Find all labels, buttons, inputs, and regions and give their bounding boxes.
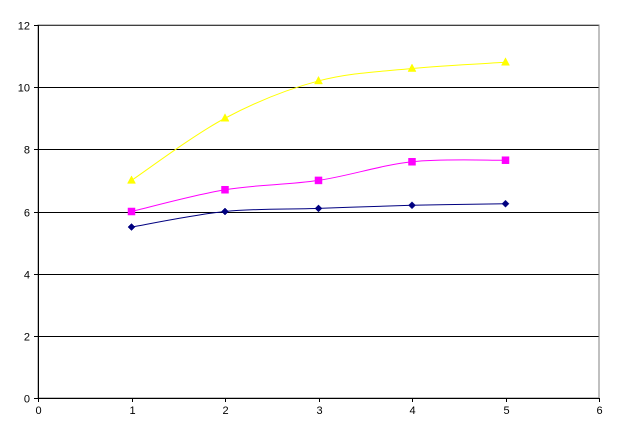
series-0-point-0 xyxy=(127,175,136,184)
axes xyxy=(34,24,600,402)
series-1-point-4 xyxy=(501,156,510,164)
series-1-point-0 xyxy=(127,207,136,216)
series-2-point-3 xyxy=(408,201,416,210)
x-tick-label-6: 6 xyxy=(596,405,602,417)
series-2-point-1 xyxy=(221,207,229,216)
y-tick-label-12: 12 xyxy=(18,21,30,33)
x-tick-label-2: 2 xyxy=(222,405,228,417)
series-2-point-0 xyxy=(127,223,136,231)
series-2-point-4 xyxy=(501,199,510,208)
series-0-point-3 xyxy=(407,63,417,72)
series-markers xyxy=(127,57,510,231)
y-tick-label-8: 8 xyxy=(24,145,30,157)
series-1-point-3 xyxy=(408,158,416,166)
x-tick-label-5: 5 xyxy=(503,405,509,417)
y-tick-label-10: 10 xyxy=(18,83,30,95)
y-tick-label-2: 2 xyxy=(24,332,30,344)
y-tick-label-0: 0 xyxy=(24,394,30,406)
y-tick-label-4: 4 xyxy=(24,270,30,282)
series-0-point-2 xyxy=(314,75,323,85)
series-1-line xyxy=(131,159,506,212)
series-2-point-2 xyxy=(314,204,323,213)
x-tick-label-1: 1 xyxy=(129,405,135,417)
x-tick-label-0: 0 xyxy=(35,405,41,417)
x-tick-label-4: 4 xyxy=(409,405,415,417)
y-tick-label-6: 6 xyxy=(24,208,30,220)
series-0-point-1 xyxy=(220,113,230,122)
series-0-point-4 xyxy=(501,57,510,66)
series-1-point-1 xyxy=(221,185,229,194)
series-1-point-2 xyxy=(314,176,323,185)
x-tick-label-3: 3 xyxy=(316,405,322,417)
